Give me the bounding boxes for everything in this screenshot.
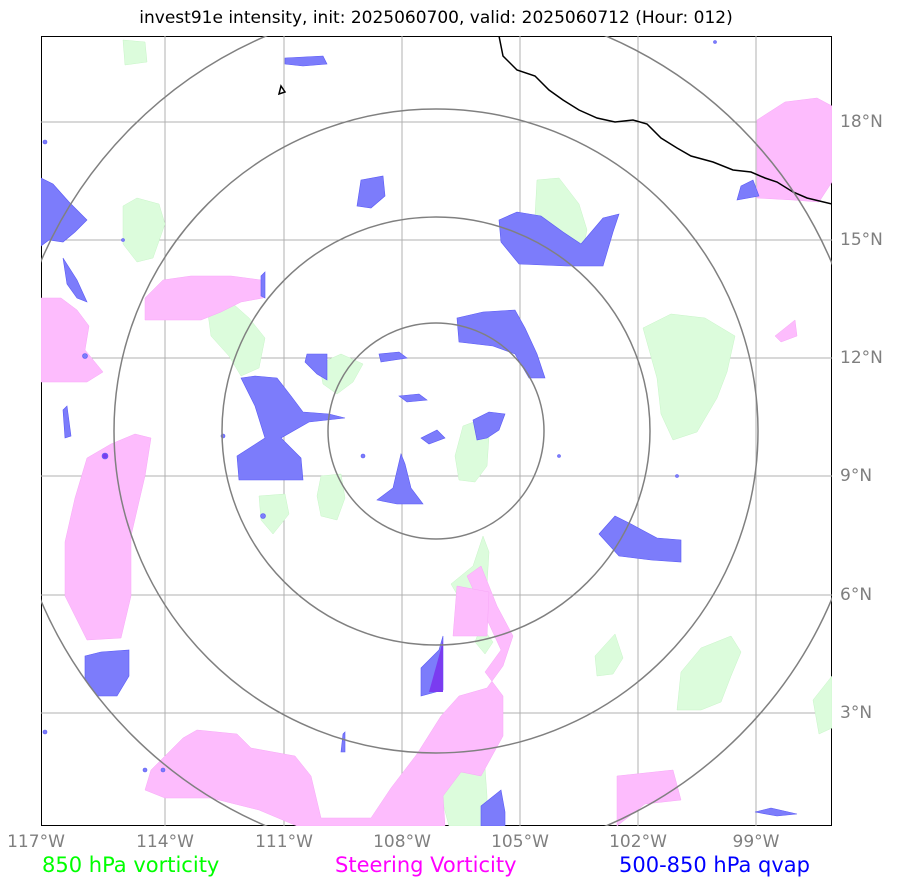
x-tick-105w: 105°W — [491, 832, 549, 852]
legend-qvap: 500-850 hPa qvap — [619, 853, 810, 877]
y-tick-9n: 9°N — [840, 466, 873, 486]
y-tick-6n: 6°N — [840, 585, 873, 605]
y-tick-15n: 15°N — [840, 230, 883, 250]
range-rings — [41, 36, 832, 826]
x-tick-102w: 102°W — [609, 832, 667, 852]
overlap-areas — [102, 453, 443, 692]
legend-850-vorticity: 850 hPa vorticity — [42, 853, 220, 877]
y-tick-18n: 18°N — [840, 112, 883, 132]
x-tick-114w: 114°W — [136, 832, 194, 852]
gridlines — [41, 36, 832, 826]
coastline — [277, 36, 832, 205]
map-title: invest91e intensity, init: 2025060700, v… — [139, 8, 733, 28]
y-tick-12n: 12°N — [840, 348, 883, 368]
x-tick-111w: 111°W — [255, 832, 313, 852]
y-tick-3n: 3°N — [840, 703, 873, 723]
vorticity-850-areas — [122, 39, 832, 826]
x-tick-99w: 99°W — [732, 832, 780, 852]
x-tick-108w: 108°W — [373, 832, 431, 852]
steering-vorticity-areas — [41, 97, 832, 826]
map-canvas — [41, 36, 832, 826]
x-tick-117w: 117°W — [7, 832, 65, 852]
legend-steering-vorticity: Steering Vorticity — [335, 853, 517, 877]
